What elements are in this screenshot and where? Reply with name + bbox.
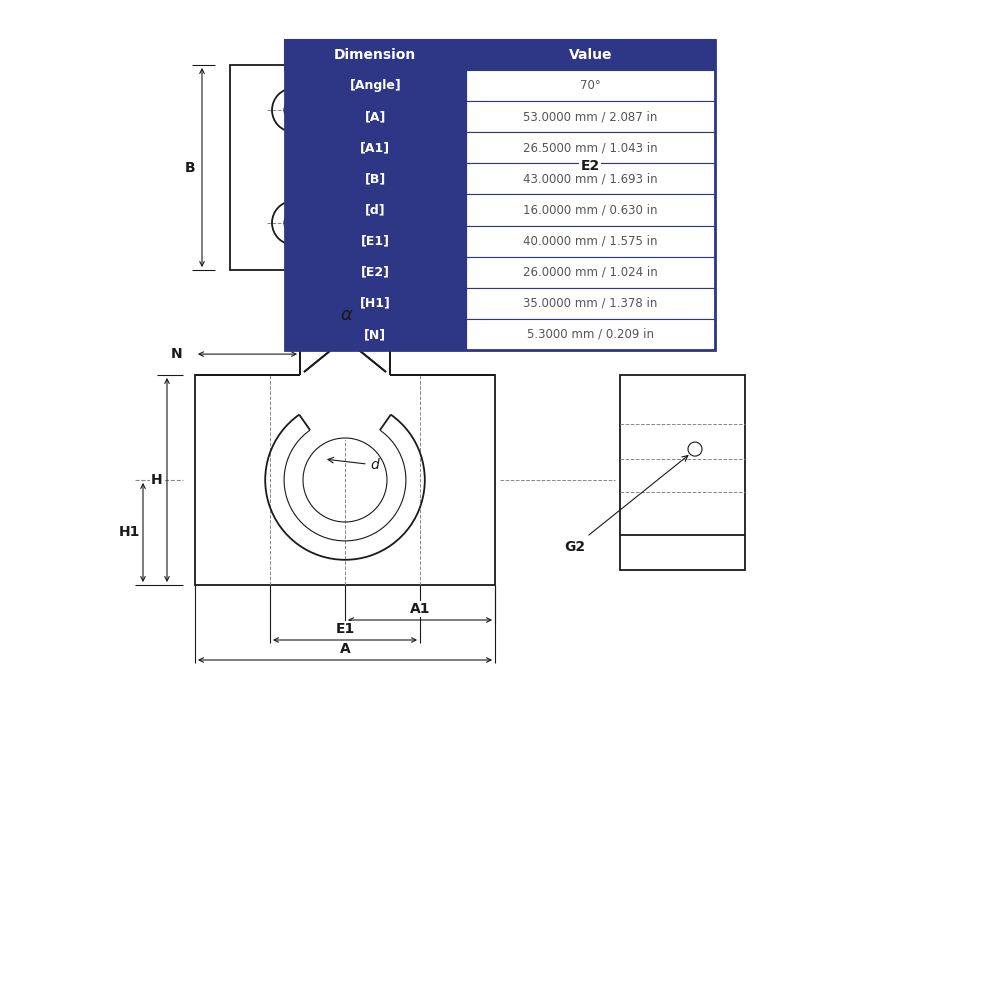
Text: N: N [171, 347, 183, 361]
Text: A1: A1 [410, 602, 430, 616]
Text: E1: E1 [335, 622, 355, 636]
Text: 53.0000 mm / 2.087 in: 53.0000 mm / 2.087 in [523, 110, 657, 123]
Bar [285, 226, 466, 257]
Text: [d]: [d] [365, 204, 386, 217]
Bar [466, 70, 715, 101]
Text: [A1]: [A1] [360, 141, 390, 154]
Bar [285, 40, 715, 70]
Text: 43.0000 mm / 1.693 in: 43.0000 mm / 1.693 in [523, 172, 658, 185]
Text: [Angle]: [Angle] [349, 79, 401, 92]
Bar [285, 101, 466, 132]
Bar [304, 345, 386, 440]
Bar [620, 375, 745, 570]
Text: 5.3000 mm / 0.209 in: 5.3000 mm / 0.209 in [527, 328, 654, 341]
Text: [A]: [A] [365, 110, 386, 123]
Bar [195, 375, 495, 585]
Bar [466, 132, 715, 163]
Text: Value: Value [569, 48, 612, 62]
Bar [466, 194, 715, 226]
Text: 40.0000 mm / 1.575 in: 40.0000 mm / 1.575 in [523, 235, 658, 248]
Bar [285, 70, 466, 101]
Bar [300, 336, 390, 375]
Text: H1: H1 [118, 526, 140, 540]
Text: d: d [328, 457, 379, 472]
Text: 26.0000 mm / 1.024 in: 26.0000 mm / 1.024 in [523, 266, 658, 279]
Text: B: B [185, 160, 195, 174]
Bar [230, 65, 550, 270]
Bar [285, 288, 466, 319]
Bar [285, 40, 715, 350]
Bar [466, 101, 715, 132]
Text: A: A [340, 642, 350, 656]
Text: [E1]: [E1] [361, 235, 390, 248]
Text: E2: E2 [580, 159, 600, 173]
Text: G2: G2 [564, 456, 688, 554]
Text: H: H [151, 473, 163, 487]
Text: [H1]: [H1] [360, 297, 391, 310]
Text: [B]: [B] [365, 172, 386, 185]
Bar [466, 226, 715, 257]
Bar [285, 257, 466, 288]
Bar [285, 132, 466, 163]
Text: 35.0000 mm / 1.378 in: 35.0000 mm / 1.378 in [523, 297, 657, 310]
Bar [466, 163, 715, 194]
Text: Dimension: Dimension [334, 48, 416, 62]
Bar [466, 288, 715, 319]
Text: $\alpha$: $\alpha$ [340, 306, 354, 324]
Text: 16.0000 mm / 0.630 in: 16.0000 mm / 0.630 in [523, 204, 658, 217]
Text: 70°: 70° [580, 79, 601, 92]
Text: [E2]: [E2] [361, 266, 390, 279]
Bar [466, 257, 715, 288]
Bar [285, 319, 466, 350]
Text: 26.5000 mm / 1.043 in: 26.5000 mm / 1.043 in [523, 141, 658, 154]
Bar [285, 194, 466, 226]
Text: [N]: [N] [364, 328, 386, 341]
Bar [466, 319, 715, 350]
Bar [285, 163, 466, 194]
